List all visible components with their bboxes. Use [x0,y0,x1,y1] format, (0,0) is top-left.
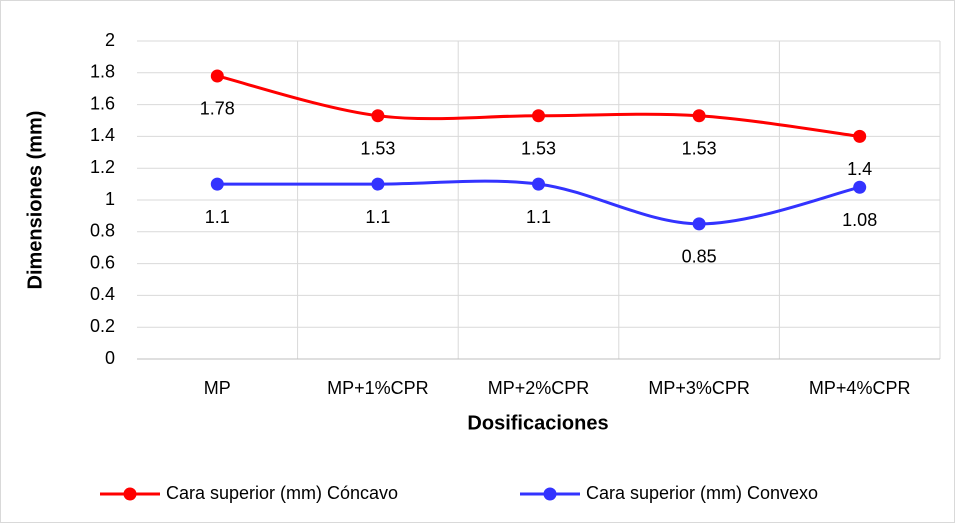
x-tick-label: MP [204,378,231,398]
point [210,69,224,83]
x-tick-label: MP+2%CPR [488,378,590,398]
y-tick-label: 0 [105,348,115,368]
point [532,109,545,123]
data-label: 1.1 [526,207,551,227]
point [853,129,867,143]
y-tick-label: 1.2 [90,157,115,177]
y-tick-label: 0.2 [90,316,115,336]
x-tick-label: MP+4%CPR [809,378,911,398]
legend-label: Cara superior (mm) Convexo [586,483,818,503]
legend-marker [543,487,557,501]
y-tick-label: 0.6 [90,252,115,272]
y-tick-label: 2 [105,30,115,50]
legend-marker [123,487,137,501]
y-tick-label: 1.4 [90,125,115,145]
data-label: 0.85 [682,247,717,267]
data-label: 1.78 [200,99,235,119]
y-tick-label: 1.8 [90,62,115,82]
data-label: 1.53 [521,138,556,158]
x-tick-label: MP+1%CPR [327,378,429,398]
point [692,109,706,123]
y-tick-label: 1 [105,189,115,209]
x-tick-label: MP+3%CPR [648,378,750,398]
point [692,217,706,231]
y-tick-label: 0.8 [90,221,115,241]
point [532,177,545,191]
point [371,109,385,123]
point [371,177,385,191]
y-tick-label: 0.4 [90,284,115,304]
point [210,177,224,191]
point [853,180,867,194]
data-label: 1.08 [842,210,877,230]
data-label: 1.4 [847,159,872,179]
data-label: 1.1 [205,207,230,227]
y-tick-label: 1.6 [90,93,115,113]
y-axis-title: Dimensiones (mm) [24,111,46,290]
x-axis-title: Dosificaciones [467,412,608,434]
data-label: 1.1 [365,207,390,227]
data-label: 1.53 [360,138,395,158]
data-label: 1.53 [682,138,717,158]
legend-label: Cara superior (mm) Cóncavo [166,483,398,503]
